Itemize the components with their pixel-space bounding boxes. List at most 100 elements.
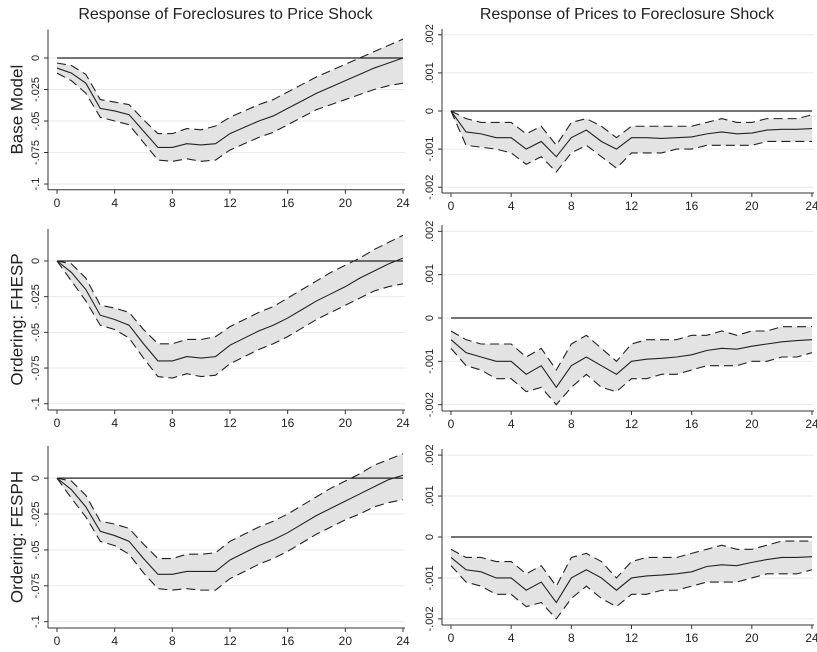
y-tick-label: -.1 <box>30 397 42 410</box>
x-tick-label: 24 <box>805 417 817 431</box>
y-tick-label: -.05 <box>30 540 42 559</box>
y-tick-label: 0 <box>30 55 42 61</box>
x-tick-label: 4 <box>508 417 515 431</box>
band-line <box>450 565 813 620</box>
x-tick-label: 4 <box>111 416 118 430</box>
y-tick-label: -.002 <box>424 175 436 200</box>
y-tick-label: .001 <box>424 485 436 506</box>
estimate-line <box>56 257 404 362</box>
row-label: Ordering: FESPH <box>7 471 26 603</box>
x-tick-label: 0 <box>54 416 61 430</box>
x-tick-label: 0 <box>54 196 61 210</box>
y-tick-label: -.002 <box>424 392 436 417</box>
band-line <box>56 477 404 591</box>
y-tick-label: .002 <box>424 221 436 242</box>
x-tick-label: 4 <box>111 196 118 210</box>
x-tick-label: 12 <box>223 416 237 430</box>
x-tick-label: 0 <box>54 634 61 648</box>
y-tick-label: -.075 <box>30 355 42 380</box>
band-line <box>450 540 812 588</box>
band-line <box>450 110 813 147</box>
confidence-band <box>451 326 812 405</box>
x-tick-label: 0 <box>448 631 455 645</box>
band-line <box>56 72 404 162</box>
chart-title: Response of Prices to Foreclosure Shock <box>480 6 775 23</box>
band-line <box>56 260 404 379</box>
band-line <box>450 110 812 173</box>
confidence-band <box>57 235 403 379</box>
row-label: Base Model <box>7 65 26 155</box>
estimate-line <box>450 110 813 158</box>
x-tick-label: 8 <box>568 199 575 213</box>
y-tick-label: -.1 <box>30 615 42 628</box>
x-tick-label: 24 <box>396 416 410 430</box>
y-tick-label: .001 <box>424 62 436 83</box>
y-tick-label: -.1 <box>30 178 42 191</box>
x-tick-label: 24 <box>396 196 410 210</box>
x-tick-label: 12 <box>223 634 237 648</box>
x-tick-label: 0 <box>448 199 455 213</box>
y-tick-label: -.05 <box>30 112 42 131</box>
x-tick-label: 24 <box>805 199 817 213</box>
band-line <box>450 347 813 406</box>
y-tick-label: 0 <box>424 534 436 540</box>
x-tick-label: 0 <box>448 417 455 431</box>
x-tick-label: 24 <box>396 634 410 648</box>
x-tick-label: 8 <box>568 417 575 431</box>
y-tick-label: -.025 <box>30 77 42 102</box>
x-tick-label: 20 <box>745 631 759 645</box>
estimate-line <box>450 556 813 604</box>
x-tick-label: 24 <box>805 631 817 645</box>
y-tick-label: -.025 <box>30 284 42 309</box>
band-line <box>56 38 404 135</box>
x-tick-label: 4 <box>111 634 118 648</box>
x-tick-label: 20 <box>745 417 759 431</box>
y-tick-label: 0 <box>30 475 42 481</box>
x-tick-label: 4 <box>508 631 515 645</box>
confidence-band <box>451 111 812 172</box>
x-tick-label: 16 <box>685 199 699 213</box>
x-tick-label: 16 <box>685 417 699 431</box>
x-tick-label: 8 <box>568 631 575 645</box>
x-tick-label: 12 <box>625 417 639 431</box>
x-tick-label: 20 <box>339 634 353 648</box>
y-tick-label: 0 <box>424 108 436 114</box>
chart-title: Response of Foreclosures to Price Shock <box>78 6 373 23</box>
x-tick-label: 4 <box>508 199 515 213</box>
x-tick-label: 20 <box>339 416 353 430</box>
x-tick-label: 16 <box>281 196 295 210</box>
x-tick-label: 12 <box>223 196 237 210</box>
confidence-band <box>451 541 812 619</box>
y-tick-label: -.001 <box>424 137 436 162</box>
x-tick-label: 8 <box>169 416 176 430</box>
band-line <box>56 453 404 560</box>
y-tick-label: -.001 <box>424 565 436 590</box>
row-label: Ordering: FHESP <box>7 253 26 385</box>
estimate-line <box>56 57 404 149</box>
band-line <box>56 234 404 345</box>
x-tick-label: 16 <box>281 634 295 648</box>
x-tick-label: 8 <box>169 634 176 648</box>
y-tick-label: -.075 <box>30 140 42 165</box>
y-tick-label: -.025 <box>30 501 42 526</box>
x-tick-label: 20 <box>745 199 759 213</box>
x-tick-label: 16 <box>281 416 295 430</box>
y-tick-label: -.001 <box>424 349 436 374</box>
estimate-line <box>450 339 813 389</box>
y-tick-label: .001 <box>424 264 436 285</box>
confidence-band <box>57 453 403 591</box>
x-tick-label: 16 <box>685 631 699 645</box>
x-tick-label: 12 <box>625 631 639 645</box>
y-tick-label: .002 <box>424 444 436 465</box>
band-line <box>450 326 812 372</box>
y-tick-label: -.05 <box>30 323 42 342</box>
y-tick-label: 0 <box>30 258 42 264</box>
y-tick-label: -.002 <box>424 606 436 631</box>
x-tick-label: 12 <box>625 199 639 213</box>
y-tick-label: .002 <box>424 24 436 45</box>
x-tick-label: 20 <box>339 196 353 210</box>
y-tick-label: -.075 <box>30 573 42 598</box>
x-tick-label: 8 <box>169 196 176 210</box>
